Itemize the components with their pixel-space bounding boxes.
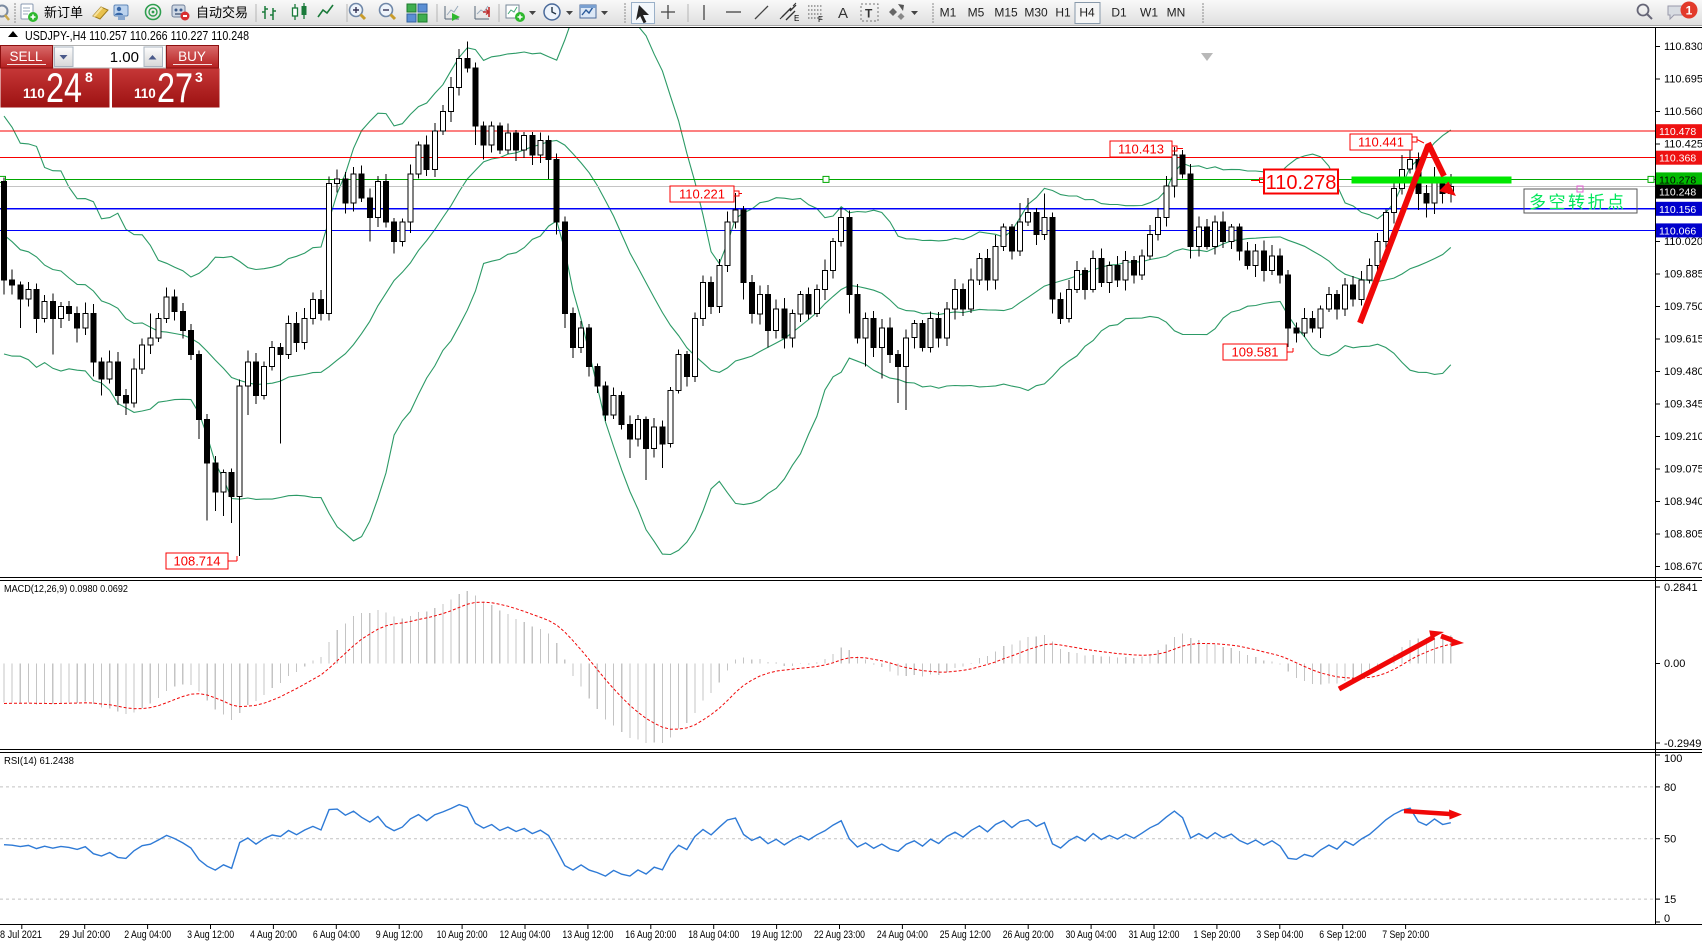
svg-text:A: A [838, 5, 848, 22]
svg-text:3 Sep 04:00: 3 Sep 04:00 [1256, 929, 1303, 941]
svg-text:108.714: 108.714 [174, 554, 221, 569]
svg-text:109.885: 109.885 [1664, 269, 1702, 281]
svg-text:7 Sep 20:00: 7 Sep 20:00 [1382, 929, 1429, 941]
svg-text:15: 15 [1664, 894, 1676, 906]
svg-text:50: 50 [1664, 834, 1676, 846]
svg-text:110.560: 110.560 [1664, 106, 1702, 118]
svg-text:SELL: SELL [9, 49, 43, 64]
svg-text:13 Aug 12:00: 13 Aug 12:00 [562, 929, 613, 941]
svg-text:109.480: 109.480 [1664, 366, 1702, 378]
svg-text:M1: M1 [940, 6, 957, 20]
svg-text:RSI(14) 61.2438: RSI(14) 61.2438 [4, 755, 74, 767]
svg-text:109.581: 109.581 [1232, 345, 1279, 360]
svg-text:H4: H4 [1079, 6, 1095, 20]
svg-text:18 Aug 04:00: 18 Aug 04:00 [688, 929, 739, 941]
svg-text:25 Aug 12:00: 25 Aug 12:00 [940, 929, 991, 941]
svg-text:4 Aug 20:00: 4 Aug 20:00 [250, 929, 297, 941]
svg-text:USDJPY-,H4 110.257 110.266 11: USDJPY-,H4 110.257 110.266 110.227 110.2… [25, 29, 249, 43]
svg-text:0: 0 [1664, 913, 1670, 925]
svg-text:110.020: 110.020 [1664, 236, 1702, 248]
svg-text:M5: M5 [968, 6, 985, 20]
svg-text:110.221: 110.221 [679, 187, 725, 202]
svg-text:26 Aug 20:00: 26 Aug 20:00 [1003, 929, 1054, 941]
svg-text:110.413: 110.413 [1118, 142, 1164, 157]
svg-text:12 Aug 04:00: 12 Aug 04:00 [500, 929, 551, 941]
svg-text:3 Aug 12:00: 3 Aug 12:00 [187, 929, 234, 941]
svg-text:16 Aug 20:00: 16 Aug 20:00 [625, 929, 676, 941]
svg-text:110.368: 110.368 [1659, 153, 1696, 165]
svg-text:31 Aug 12:00: 31 Aug 12:00 [1129, 929, 1180, 941]
svg-text:110: 110 [134, 86, 156, 101]
svg-text:E: E [794, 14, 799, 23]
svg-text:109.345: 109.345 [1664, 399, 1702, 411]
svg-text:3: 3 [195, 69, 203, 85]
svg-text:T: T [865, 7, 873, 21]
svg-text:100: 100 [1664, 753, 1682, 765]
svg-text:6 Aug 04:00: 6 Aug 04:00 [313, 929, 360, 941]
svg-text:110.066: 110.066 [1659, 225, 1696, 237]
svg-text:22 Aug 23:00: 22 Aug 23:00 [814, 929, 865, 941]
svg-text:MACD(12,26,9) 0.0980 0.0692: MACD(12,26,9) 0.0980 0.0692 [4, 583, 128, 595]
svg-text:109.210: 109.210 [1664, 431, 1702, 443]
svg-text:10 Aug 20:00: 10 Aug 20:00 [437, 929, 488, 941]
svg-text:MN: MN [1167, 6, 1186, 20]
svg-text:110: 110 [23, 86, 45, 101]
svg-text:24 Aug 04:00: 24 Aug 04:00 [877, 929, 928, 941]
svg-text:108.670: 108.670 [1664, 561, 1702, 573]
svg-text:109.075: 109.075 [1664, 464, 1702, 476]
svg-text:24: 24 [46, 64, 82, 111]
svg-text:110.156: 110.156 [1659, 204, 1696, 216]
svg-text:F: F [818, 15, 823, 24]
svg-text:0.2841: 0.2841 [1664, 582, 1698, 594]
svg-text:109.750: 109.750 [1664, 301, 1702, 313]
svg-text:多空转折点: 多空转折点 [1529, 193, 1627, 212]
svg-text:110.278: 110.278 [1659, 174, 1696, 186]
svg-text:110.695: 110.695 [1664, 74, 1702, 86]
svg-text:6 Sep 12:00: 6 Sep 12:00 [1319, 929, 1366, 941]
svg-text:108.805: 108.805 [1664, 529, 1702, 541]
svg-text:新订单: 新订单 [44, 5, 83, 20]
svg-text:1: 1 [1686, 4, 1693, 18]
svg-text:109.615: 109.615 [1664, 334, 1702, 346]
svg-text:M30: M30 [1024, 6, 1048, 20]
svg-text:108.940: 108.940 [1664, 496, 1702, 508]
svg-text:8: 8 [85, 69, 93, 85]
svg-text:30 Aug 04:00: 30 Aug 04:00 [1066, 929, 1117, 941]
svg-text:29 Jul 20:00: 29 Jul 20:00 [59, 929, 110, 941]
svg-text:D1: D1 [1111, 6, 1127, 20]
svg-text:110.478: 110.478 [1659, 126, 1696, 138]
svg-text:110.425: 110.425 [1664, 139, 1702, 151]
svg-text:1 Sep 20:00: 1 Sep 20:00 [1194, 929, 1241, 941]
svg-text:80: 80 [1664, 782, 1676, 794]
svg-text:BUY: BUY [178, 49, 206, 64]
svg-text:0.00: 0.00 [1664, 658, 1685, 670]
svg-text:110.248: 110.248 [1659, 187, 1696, 199]
svg-text:9 Aug 12:00: 9 Aug 12:00 [376, 929, 423, 941]
svg-text:M15: M15 [994, 6, 1018, 20]
svg-text:19 Aug 12:00: 19 Aug 12:00 [751, 929, 802, 941]
svg-text:-0.2949: -0.2949 [1664, 738, 1701, 750]
svg-text:110.830: 110.830 [1664, 41, 1702, 53]
svg-text:自动交易: 自动交易 [196, 5, 248, 20]
svg-text:27: 27 [157, 64, 193, 111]
svg-text:2 Aug 04:00: 2 Aug 04:00 [124, 929, 171, 941]
svg-text:28 Jul 2021: 28 Jul 2021 [0, 929, 42, 941]
svg-text:110.441: 110.441 [1358, 135, 1404, 150]
svg-text:H1: H1 [1055, 6, 1071, 20]
svg-text:110.278: 110.278 [1266, 172, 1337, 194]
svg-text:1.00: 1.00 [110, 49, 139, 66]
svg-text:W1: W1 [1140, 6, 1158, 20]
